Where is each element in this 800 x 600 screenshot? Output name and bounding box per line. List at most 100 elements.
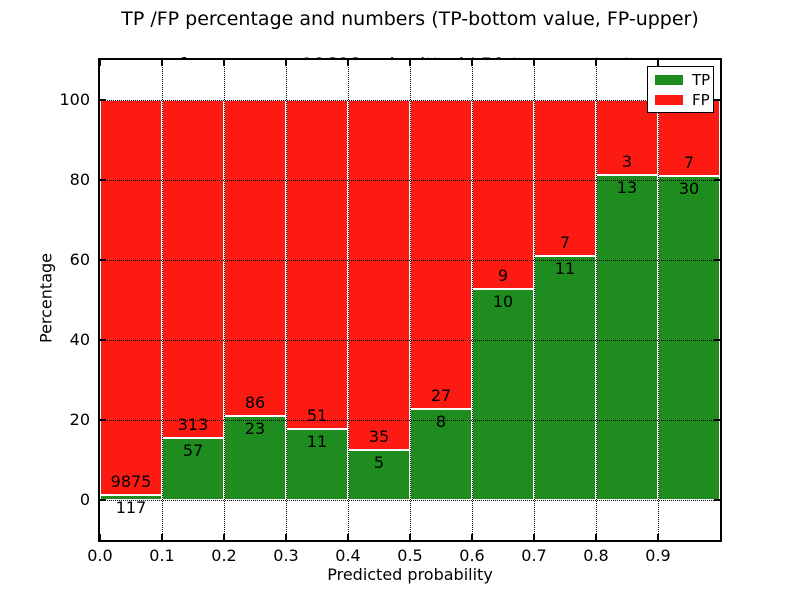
legend-swatch-tp: [655, 74, 683, 85]
bar-tp-segment: [534, 255, 596, 500]
fp-count-label: 7: [683, 152, 695, 172]
vertical-gridline: [162, 60, 163, 540]
bar-tp-segment: [410, 408, 472, 500]
x-tick-label: 0.6: [459, 546, 485, 565]
legend-item-tp: TP: [655, 72, 710, 88]
x-tick-mark-bottom: [471, 534, 473, 540]
x-tick-label: 0.3: [273, 546, 299, 565]
tp-count-label: 23: [244, 418, 266, 438]
y-tick-label: 40: [69, 330, 90, 349]
x-tick-mark-bottom: [533, 534, 535, 540]
bar-fp-segment: [162, 100, 224, 439]
tp-count-label: 57: [182, 441, 204, 461]
vertical-gridline: [286, 60, 287, 540]
legend: TP FP: [647, 66, 714, 113]
fp-count-label: 313: [177, 415, 209, 435]
vertical-gridline: [472, 60, 473, 540]
x-tick-label: 0.9: [645, 546, 671, 565]
x-axis-label: Predicted probability: [327, 565, 493, 584]
fp-count-label: 51: [306, 406, 328, 426]
y-tick-mark-right: [714, 339, 720, 341]
bar-fp-segment: [410, 100, 472, 409]
y-tick-label: 60: [69, 250, 90, 269]
tp-count-label: 117: [115, 498, 147, 518]
tp-count-label: 13: [616, 178, 638, 197]
legend-label: FP: [692, 90, 710, 109]
x-tick-label: 0.7: [521, 546, 547, 565]
tp-count-label: 8: [435, 411, 447, 431]
fp-count-label: 86: [244, 392, 266, 412]
bar-tp-segment: [286, 429, 348, 500]
vertical-gridline: [348, 60, 349, 540]
x-tick-mark-bottom: [99, 534, 101, 540]
y-tick-mark-left: [100, 499, 106, 501]
bar-fp-segment: [286, 100, 348, 430]
y-tick-mark-left: [100, 419, 106, 421]
x-tick-label: 0.4: [335, 546, 361, 565]
y-tick-mark-left: [100, 179, 106, 181]
vertical-gridline: [596, 60, 597, 540]
y-tick-label: 100: [59, 90, 90, 109]
x-tick-mark-bottom: [285, 534, 287, 540]
x-tick-mark-top: [471, 60, 473, 66]
bar-tp-segment: [472, 289, 534, 500]
bar-tp-segment: [100, 495, 162, 500]
vertical-gridline: [224, 60, 225, 540]
x-tick-mark-bottom: [595, 534, 597, 540]
x-tick-mark-top: [533, 60, 535, 66]
vertical-gridline: [534, 60, 535, 540]
y-tick-mark-right: [714, 259, 720, 261]
y-tick-label: 80: [69, 170, 90, 189]
tp-count-label: 11: [554, 258, 576, 278]
fp-count-label: 27: [430, 385, 452, 405]
x-tick-mark-top: [161, 60, 163, 66]
bar-fp-segment: [100, 100, 162, 496]
x-tick-mark-top: [595, 60, 597, 66]
x-tick-label: 0.0: [87, 546, 113, 565]
x-tick-mark-top: [223, 60, 225, 66]
y-tick-mark-left: [100, 99, 106, 101]
legend-swatch-fp: [655, 94, 683, 105]
x-tick-mark-bottom: [657, 534, 659, 540]
plot-area: 9875 117 313 57 86 23 51 11 35 5 27 8 9 10 7 11 3 13 7 30 T…: [98, 58, 722, 542]
bar-tp-segment: [596, 175, 658, 500]
vertical-gridline: [658, 60, 659, 540]
y-tick-label: 20: [69, 410, 90, 429]
x-tick-label: 0.1: [149, 546, 175, 565]
y-tick-label: 0: [79, 490, 90, 509]
x-tick-mark-top: [409, 60, 411, 66]
fp-count-label: 3: [621, 152, 633, 171]
x-tick-mark-top: [347, 60, 349, 66]
y-tick-mark-right: [714, 179, 720, 181]
x-tick-mark-top: [99, 60, 101, 66]
y-tick-mark-left: [100, 339, 106, 341]
y-tick-mark-right: [714, 99, 720, 101]
x-tick-label: 0.8: [583, 546, 609, 565]
chart-title-line1: TP /FP percentage and numbers (TP-bottom…: [121, 8, 699, 30]
fp-count-label: 7: [559, 232, 571, 252]
bar-tp-segment: [162, 438, 224, 500]
bar-fp-segment: [348, 100, 410, 450]
bar-fp-segment: [224, 100, 286, 416]
y-tick-mark-right: [714, 499, 720, 501]
x-tick-label: 0.5: [397, 546, 423, 565]
fp-count-label: 9: [497, 266, 509, 286]
x-tick-mark-bottom: [161, 534, 163, 540]
bar-fp-segment: [472, 100, 534, 290]
tp-count-label: 5: [373, 453, 385, 472]
x-tick-label: 0.2: [211, 546, 237, 565]
bar-tp-segment: [658, 175, 720, 500]
vertical-gridline: [410, 60, 411, 540]
legend-label: TP: [692, 70, 711, 89]
x-tick-mark-bottom: [223, 534, 225, 540]
tp-count-label: 10: [492, 292, 514, 312]
fp-count-label: 35: [368, 427, 390, 446]
x-tick-mark-bottom: [409, 534, 411, 540]
x-tick-mark-bottom: [347, 534, 349, 540]
bar-tp-segment: [224, 415, 286, 500]
tp-count-label: 30: [678, 178, 700, 198]
x-tick-mark-top: [657, 60, 659, 66]
y-tick-mark-right: [714, 419, 720, 421]
legend-item-fp: FP: [655, 92, 710, 108]
